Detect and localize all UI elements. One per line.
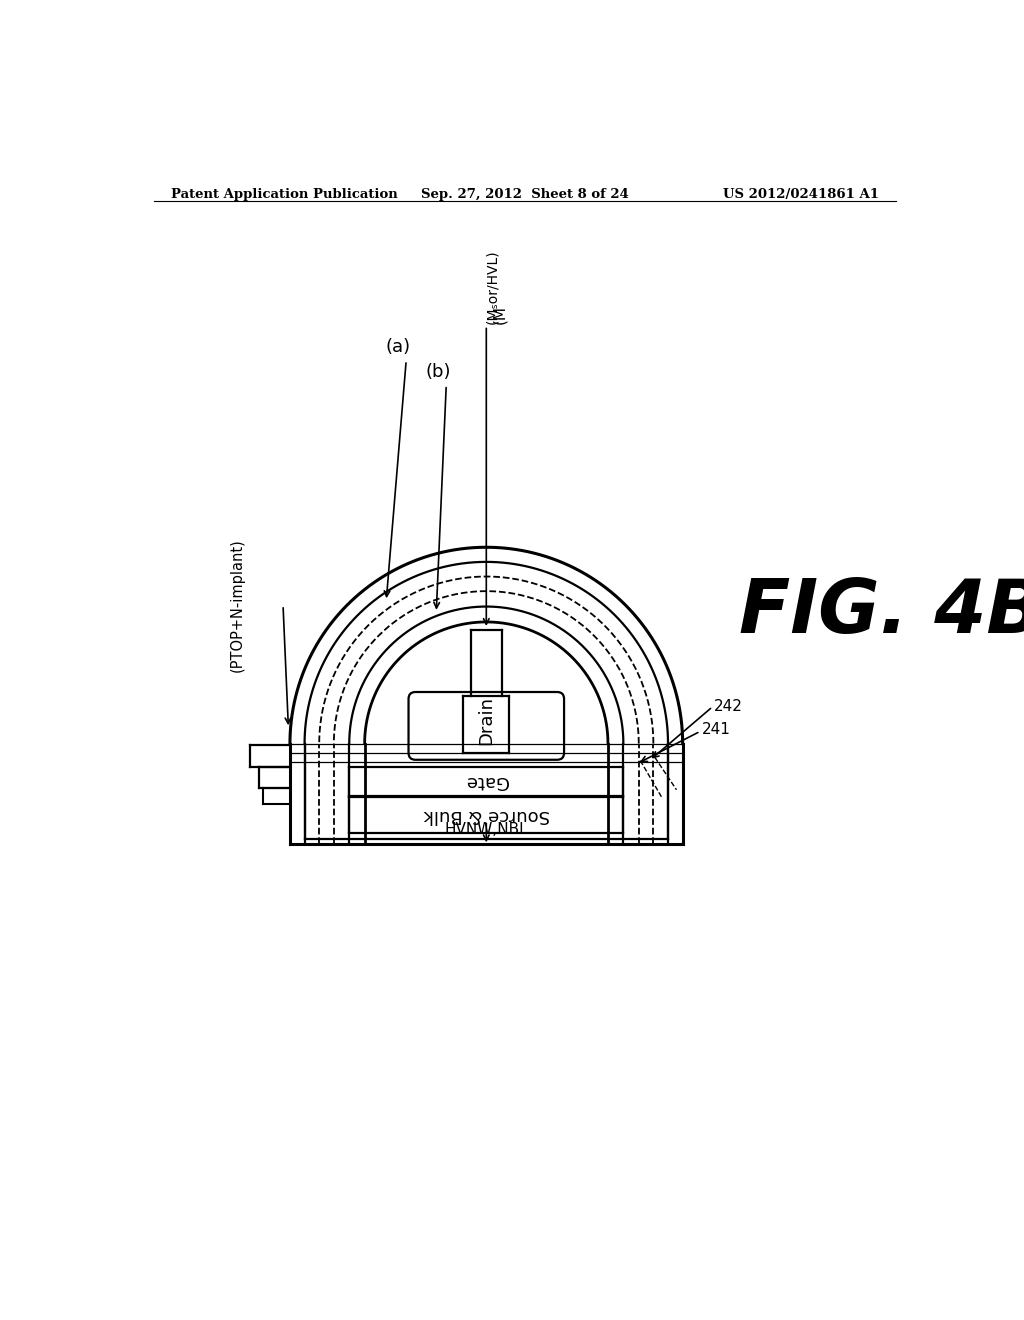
Text: (PTOP+N-implant): (PTOP+N-implant) xyxy=(229,539,245,672)
Text: FIG. 4B: FIG. 4B xyxy=(739,577,1024,649)
Text: US 2012/0241861 A1: US 2012/0241861 A1 xyxy=(723,187,879,201)
Text: Patent Application Publication: Patent Application Publication xyxy=(171,187,397,201)
Text: (a): (a) xyxy=(386,338,411,356)
Text: Drain: Drain xyxy=(477,696,496,744)
Text: Gate: Gate xyxy=(465,772,508,791)
Text: HVNW,NBL: HVNW,NBL xyxy=(444,822,528,837)
Text: Sep. 27, 2012  Sheet 8 of 24: Sep. 27, 2012 Sheet 8 of 24 xyxy=(421,187,629,201)
Text: 241: 241 xyxy=(701,722,731,738)
Text: (b): (b) xyxy=(426,363,452,381)
Text: (Mₛor/HVL): (Mₛor/HVL) xyxy=(485,249,500,323)
Text: (M: (M xyxy=(493,305,508,323)
Text: Source & Bulk: Source & Bulk xyxy=(423,805,550,824)
Text: 242: 242 xyxy=(714,700,743,714)
